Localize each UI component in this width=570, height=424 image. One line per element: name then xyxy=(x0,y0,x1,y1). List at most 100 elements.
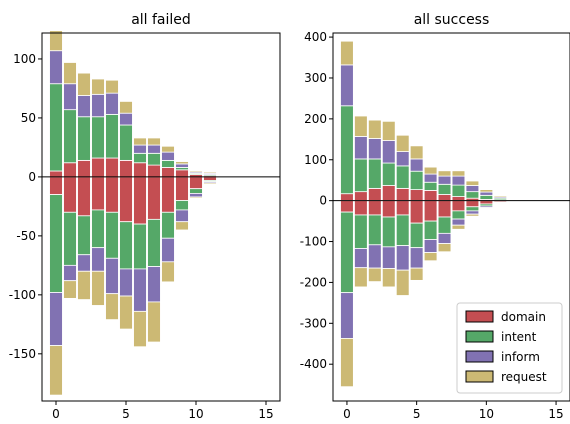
bar-request-pos-10 xyxy=(479,189,494,193)
bar-request-neg-4 xyxy=(105,293,119,321)
bar-inform-neg-7 xyxy=(147,266,161,303)
bar-domain-pos-4 xyxy=(105,157,119,178)
bar-request-pos-8 xyxy=(161,145,175,153)
chart-all-failed: all failed 0 5 10 15 -150 -100 -50 0 50 100 xyxy=(9,12,281,421)
bar-request-pos-9 xyxy=(465,180,480,186)
bar-inform-neg-4 xyxy=(105,257,119,295)
bar-domain-neg-5 xyxy=(409,200,424,224)
bar-domain-pos-3 xyxy=(381,185,396,202)
bar-intent-pos-6 xyxy=(133,152,147,164)
bar-inform-pos-5 xyxy=(409,158,424,172)
bar-request-neg-2 xyxy=(77,270,91,300)
bar-request-pos-4 xyxy=(105,79,119,94)
bar-domain-pos-7 xyxy=(437,194,452,202)
bar-request-neg-9 xyxy=(175,221,189,231)
bar-domain-neg-3 xyxy=(91,176,105,211)
bar-domain-pos-4 xyxy=(395,187,410,202)
bar-inform-neg-8 xyxy=(451,218,466,226)
bar-request-pos-1 xyxy=(354,115,368,137)
bar-domain-pos-9 xyxy=(175,169,189,178)
bar-inform-pos-2 xyxy=(368,138,382,160)
bar-request-pos-6 xyxy=(133,137,147,146)
bar-intent-neg-3 xyxy=(91,209,105,249)
y-tick-label: -100 xyxy=(300,235,327,249)
bar-inform-neg-10 xyxy=(189,193,203,198)
bar-request-neg-2 xyxy=(368,267,382,283)
bar-intent-pos-9 xyxy=(465,191,480,199)
bar-request-neg-0 xyxy=(49,345,63,396)
x-tick-label: 15 xyxy=(548,407,563,421)
bar-domain-neg-8 xyxy=(161,176,175,213)
bar-intent-pos-3 xyxy=(381,162,396,186)
bar-domain-neg-6 xyxy=(133,176,147,225)
bar-request-neg-4 xyxy=(395,269,410,296)
x-tick-label: 5 xyxy=(413,407,421,421)
bar-domain-neg-2 xyxy=(77,176,91,217)
bar-inform-neg-1 xyxy=(63,264,77,282)
bar-intent-neg-2 xyxy=(77,215,91,256)
bar-request-neg-7 xyxy=(437,243,452,253)
bar-intent-pos-4 xyxy=(395,165,410,189)
bar-intent-neg-0 xyxy=(340,211,354,294)
bar-request-pos-11 xyxy=(203,171,217,174)
legend-label-intent: intent xyxy=(501,330,537,344)
bar-domain-neg-1 xyxy=(354,200,368,216)
bar-request-pos-2 xyxy=(77,72,91,96)
bar-inform-pos-4 xyxy=(395,151,410,167)
bar-domain-neg-7 xyxy=(147,176,161,220)
legend-label-domain: domain xyxy=(501,310,546,324)
bar-domain-neg-0 xyxy=(49,176,63,195)
x-tick-label: 0 xyxy=(52,407,60,421)
bar-intent-neg-8 xyxy=(451,210,466,220)
bar-domain-neg-0 xyxy=(340,200,354,213)
bar-request-neg-5 xyxy=(119,295,133,330)
bar-domain-neg-2 xyxy=(368,200,382,216)
bar-inform-neg-3 xyxy=(91,247,105,272)
bar-intent-pos-1 xyxy=(63,109,77,164)
bar-intent-neg-8 xyxy=(161,211,175,239)
bar-domain-pos-2 xyxy=(77,159,91,178)
bar-request-neg-3 xyxy=(91,270,105,306)
bar-domain-neg-9 xyxy=(175,176,189,201)
bar-intent-neg-10 xyxy=(189,188,203,194)
bar-domain-neg-3 xyxy=(381,200,396,218)
y-tick-label: 0 xyxy=(28,170,36,184)
bar-intent-pos-10 xyxy=(479,194,494,200)
bar-domain-pos-2 xyxy=(368,187,382,202)
bar-domain-pos-8 xyxy=(161,167,175,178)
bar-inform-pos-6 xyxy=(423,173,438,183)
bar-inform-pos-3 xyxy=(381,140,396,164)
bar-domain-pos-6 xyxy=(133,162,147,178)
bar-domain-neg-9 xyxy=(465,200,480,208)
y-tick-label: -200 xyxy=(300,275,327,289)
bar-intent-pos-8 xyxy=(161,159,175,168)
bar-intent-neg-3 xyxy=(381,216,396,248)
bar-inform-pos-9 xyxy=(175,163,189,168)
y-tick-label: 100 xyxy=(304,153,327,167)
bar-request-pos-0 xyxy=(49,30,63,52)
bar-intent-pos-2 xyxy=(77,116,91,161)
bar-intent-pos-8 xyxy=(451,184,466,197)
bar-intent-pos-5 xyxy=(119,124,133,161)
axes-frame xyxy=(332,32,570,402)
bar-request-neg-0 xyxy=(340,338,354,388)
legend-label-request: request xyxy=(501,370,547,384)
bar-domain-neg-5 xyxy=(119,176,133,223)
bar-intent-pos-0 xyxy=(49,83,63,172)
bar-intent-pos-7 xyxy=(437,183,452,195)
chart-title: all failed xyxy=(131,12,191,28)
bar-intent-neg-6 xyxy=(423,220,438,240)
legend-swatch-domain xyxy=(465,310,494,323)
y-tick-label: -50 xyxy=(16,229,36,243)
bar-domain-pos-5 xyxy=(119,159,133,178)
bar-intent-pos-4 xyxy=(105,113,119,159)
bar-intent-pos-1 xyxy=(354,158,368,193)
bar-request-pos-2 xyxy=(368,119,382,139)
bar-intent-neg-6 xyxy=(133,223,147,270)
bar-inform-neg-6 xyxy=(133,268,147,312)
bar-request-neg-10 xyxy=(479,207,494,209)
bar-inform-pos-1 xyxy=(63,83,77,111)
bar-request-neg-8 xyxy=(451,224,466,230)
bar-inform-neg-9 xyxy=(465,210,480,215)
bar-domain-pos-7 xyxy=(147,164,161,178)
